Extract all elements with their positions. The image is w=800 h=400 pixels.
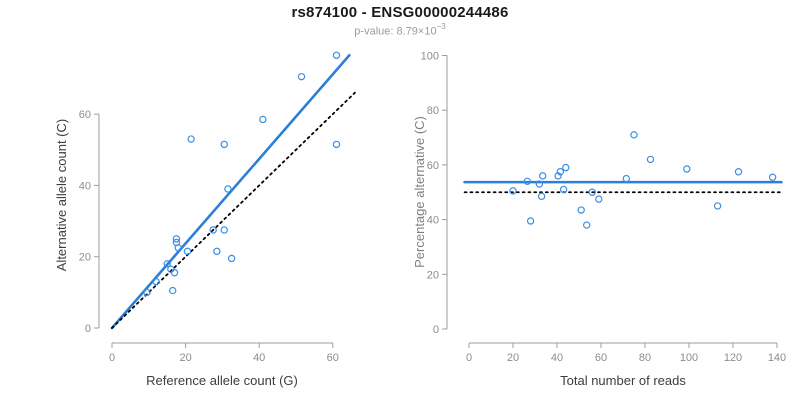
y-tick-label: 20 <box>427 269 439 281</box>
data-point <box>227 254 236 263</box>
data-point <box>523 177 532 186</box>
x-axis-label: Reference allele count (G) <box>146 373 298 388</box>
y-tick-label: 40 <box>79 180 91 192</box>
x-tick-label: 40 <box>253 352 265 364</box>
x-tick-label: 120 <box>724 352 742 364</box>
data-point <box>220 226 228 234</box>
data-point <box>595 195 603 203</box>
x-tick-label: 0 <box>466 352 472 364</box>
data-point <box>332 140 341 149</box>
y-tick-label: 100 <box>421 51 439 63</box>
data-point <box>172 235 181 243</box>
p-value-exponent: −3 <box>436 22 446 31</box>
p-value-text: p-value: 8.79×10 <box>354 25 437 38</box>
x-tick-label: 0 <box>109 352 115 364</box>
y-tick-label: 0 <box>85 323 91 335</box>
data-point <box>630 131 638 139</box>
data-point <box>209 226 217 234</box>
data-point <box>509 187 517 195</box>
data-point <box>183 247 192 256</box>
data-point <box>622 174 631 183</box>
data-point <box>559 185 568 194</box>
x-tick-label: 60 <box>327 352 339 364</box>
fit-line <box>110 53 351 330</box>
data-point <box>213 247 221 256</box>
data-point <box>556 168 565 176</box>
plot-title: rs874100 - ENSG00000244486 <box>291 4 509 21</box>
left-scatter-plot: 0 20 40 60 0 20 40 60 Reference allele count (G)… <box>54 51 356 388</box>
x-axis-label: Total number of reads <box>560 373 686 388</box>
y-tick-label: 80 <box>427 105 439 117</box>
data-point <box>259 115 267 124</box>
data-point <box>163 260 171 268</box>
data-point <box>187 135 195 143</box>
x-tick-label: 60 <box>595 352 607 364</box>
x-tick-label: 20 <box>507 352 519 364</box>
identity-line <box>111 91 356 329</box>
data-point <box>332 51 341 59</box>
x-tick-label: 40 <box>551 352 563 364</box>
data-point <box>526 217 535 225</box>
data-point <box>224 185 232 193</box>
data-point <box>152 277 160 286</box>
data-point <box>577 206 585 214</box>
right-scatter-plot: 0 20 40 60 80 100 0 20 40 60 80 100 120 140 Total numb… <box>412 51 786 389</box>
data-point <box>588 188 596 196</box>
data-point <box>174 244 182 252</box>
data-point <box>220 140 228 149</box>
data-point <box>143 288 151 297</box>
data-point <box>646 155 655 164</box>
data-point <box>537 192 546 201</box>
y-tick-label: 40 <box>427 215 439 227</box>
y-tick-label: 60 <box>427 160 439 172</box>
y-tick-label: 60 <box>79 109 91 121</box>
data-point <box>562 163 570 172</box>
y-axis-label: Alternative allele count (C) <box>54 119 69 271</box>
x-tick-label: 20 <box>179 352 191 364</box>
data-point <box>539 172 547 180</box>
data-point <box>169 286 177 295</box>
x-tick-label: 80 <box>639 352 651 364</box>
data-point <box>535 180 544 188</box>
data-point <box>297 72 306 81</box>
data-point <box>554 172 562 180</box>
data-point <box>583 221 591 229</box>
y-tick-label: 0 <box>433 324 439 336</box>
data-point <box>734 168 743 176</box>
x-tick-label: 100 <box>680 352 698 364</box>
data-point <box>713 202 722 210</box>
y-tick-label: 20 <box>79 252 91 264</box>
data-point <box>170 269 179 277</box>
p-value-label: p-value: 8.79×10−3 <box>0 22 800 38</box>
data-point <box>683 165 691 173</box>
x-tick-label: 140 <box>768 352 786 364</box>
y-axis-label: Percentage alternative (C) <box>412 116 427 268</box>
data-point <box>768 173 777 181</box>
